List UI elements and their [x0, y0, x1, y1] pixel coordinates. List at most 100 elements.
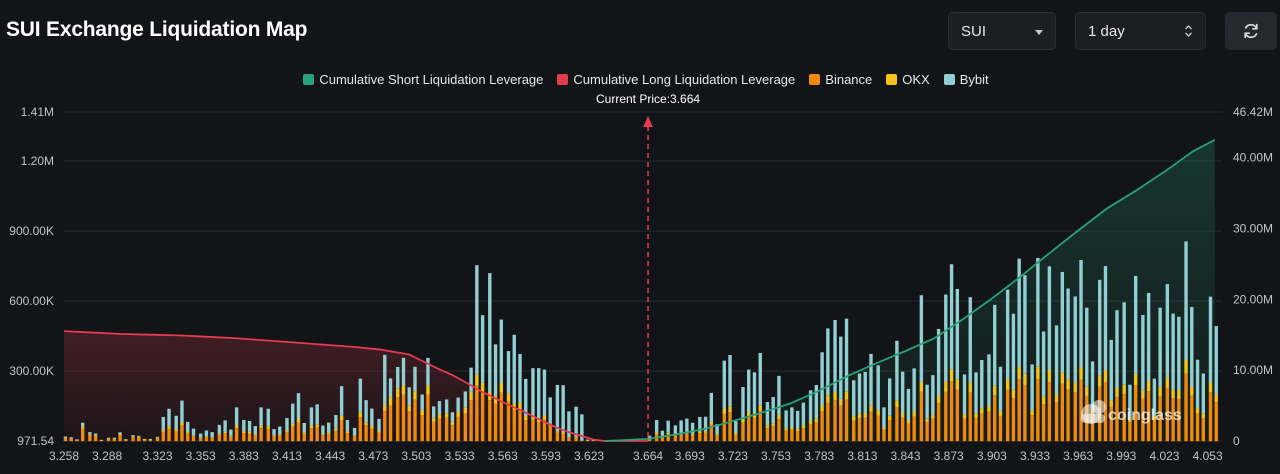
binance-bar — [1023, 384, 1027, 442]
binance-bar — [309, 428, 314, 442]
binance-bar — [518, 409, 522, 442]
x-tick-label: 3.664 — [633, 449, 663, 463]
legend-label-okx: OKX — [902, 72, 930, 87]
bybit-bar — [912, 368, 916, 412]
bybit-bar — [747, 369, 751, 413]
okx-bar — [949, 369, 954, 382]
okx-bar — [906, 419, 911, 424]
legend-swatch-short — [303, 74, 315, 85]
okx-bar — [524, 416, 528, 421]
okx-bar — [469, 391, 473, 401]
bybit-bar — [377, 418, 381, 431]
binance-bar — [944, 391, 948, 442]
legend-item-okx[interactable]: OKX — [886, 72, 930, 87]
bybit-bar — [974, 372, 978, 414]
binance-bar — [968, 392, 972, 442]
okx-bar — [285, 430, 289, 433]
bybit-bar — [857, 373, 862, 414]
bybit-bar — [383, 354, 387, 406]
bybit-bar — [75, 439, 79, 440]
legend-item-binance[interactable]: Binance — [809, 72, 872, 87]
okx-bar — [210, 437, 214, 438]
x-tick-label: 4.023 — [1149, 449, 1179, 463]
bybit-bar — [1103, 266, 1108, 371]
period-select[interactable]: 1 day — [1075, 12, 1206, 50]
bybit-bar — [334, 415, 338, 430]
bybit-bar — [1141, 314, 1145, 390]
bybit-bar — [863, 371, 867, 413]
bybit-bar — [1158, 307, 1162, 387]
bybit-bar — [161, 416, 165, 431]
bybit-bar — [480, 315, 485, 383]
legend-item-short-cumulative[interactable]: Cumulative Short Liquidation Leverage — [303, 72, 543, 87]
x-tick-label: 3.563 — [488, 449, 518, 463]
binance-bar — [1146, 391, 1151, 442]
bybit-bar — [253, 426, 258, 435]
binance-bar — [1152, 419, 1157, 442]
okx-bar — [291, 423, 295, 427]
binance-bar — [247, 433, 252, 442]
bybit-bar — [1122, 302, 1126, 385]
coin-select[interactable]: SUI — [948, 12, 1056, 50]
legend-item-long-cumulative[interactable]: Cumulative Long Liquidation Leverage — [557, 72, 795, 87]
binance-bar — [1171, 398, 1175, 442]
binance-bar — [698, 433, 702, 442]
bybit-bar — [499, 319, 504, 383]
binance-bar — [124, 439, 128, 442]
okx-bar — [180, 422, 184, 426]
bybit-bar — [180, 400, 184, 423]
okx-bar — [869, 405, 873, 412]
okx-bar — [124, 439, 128, 441]
okx-bar — [734, 433, 738, 435]
bybit-bar — [906, 388, 911, 420]
okx-bar — [839, 398, 843, 406]
bybit-bar — [1184, 241, 1188, 360]
legend-swatch-bybit — [943, 74, 955, 85]
binance-bar — [401, 394, 406, 442]
refresh-button[interactable] — [1225, 12, 1277, 50]
okx-bar — [266, 426, 270, 429]
bybit-bar — [302, 423, 306, 433]
binance-bar — [106, 438, 111, 442]
legend-swatch-long — [557, 74, 569, 85]
bybit-bar — [1060, 271, 1065, 373]
bybit-bar — [852, 380, 856, 417]
chevron-down-icon — [1035, 30, 1043, 35]
chart-legend: Cumulative Short Liquidation Leverage Cu… — [0, 72, 1280, 87]
binance-bar — [1036, 379, 1040, 442]
binance-bar — [1054, 401, 1059, 442]
y-left-tick-label: 971.54 — [17, 434, 54, 448]
legend-item-bybit[interactable]: Bybit — [943, 72, 989, 87]
bybit-bar — [722, 360, 726, 409]
bybit-bar — [833, 320, 837, 392]
bybit-bar — [728, 355, 732, 407]
current-price-marker: Current Price:3.664 — [596, 92, 700, 441]
bybit-bar — [81, 422, 85, 427]
okx-bar — [345, 431, 350, 434]
binance-bar — [1208, 392, 1213, 442]
okx-bar — [1190, 386, 1194, 396]
binance-bar — [1090, 414, 1095, 442]
binance-bar — [765, 427, 770, 442]
bybit-bar — [949, 264, 954, 370]
bybit-bar — [364, 400, 368, 423]
okx-bar — [106, 438, 111, 440]
binance-bar — [844, 399, 849, 442]
bybit-bar — [1079, 260, 1083, 368]
bybit-bar — [1023, 275, 1027, 374]
bybit-bar — [506, 351, 511, 394]
legend-swatch-okx — [886, 74, 898, 85]
long-cumulative-line — [63, 330, 649, 442]
refresh-icon — [1244, 23, 1258, 39]
okx-bar — [826, 395, 830, 403]
okx-bar — [993, 385, 997, 395]
okx-bar — [88, 433, 92, 435]
okx-bar — [974, 413, 978, 418]
okx-bar — [223, 431, 227, 434]
bybit-bar — [801, 402, 806, 426]
bybit-bar — [1030, 364, 1034, 410]
x-tick-label: 3.503 — [401, 449, 431, 463]
bybit-bar — [980, 359, 984, 409]
bybit-bar — [450, 412, 455, 422]
